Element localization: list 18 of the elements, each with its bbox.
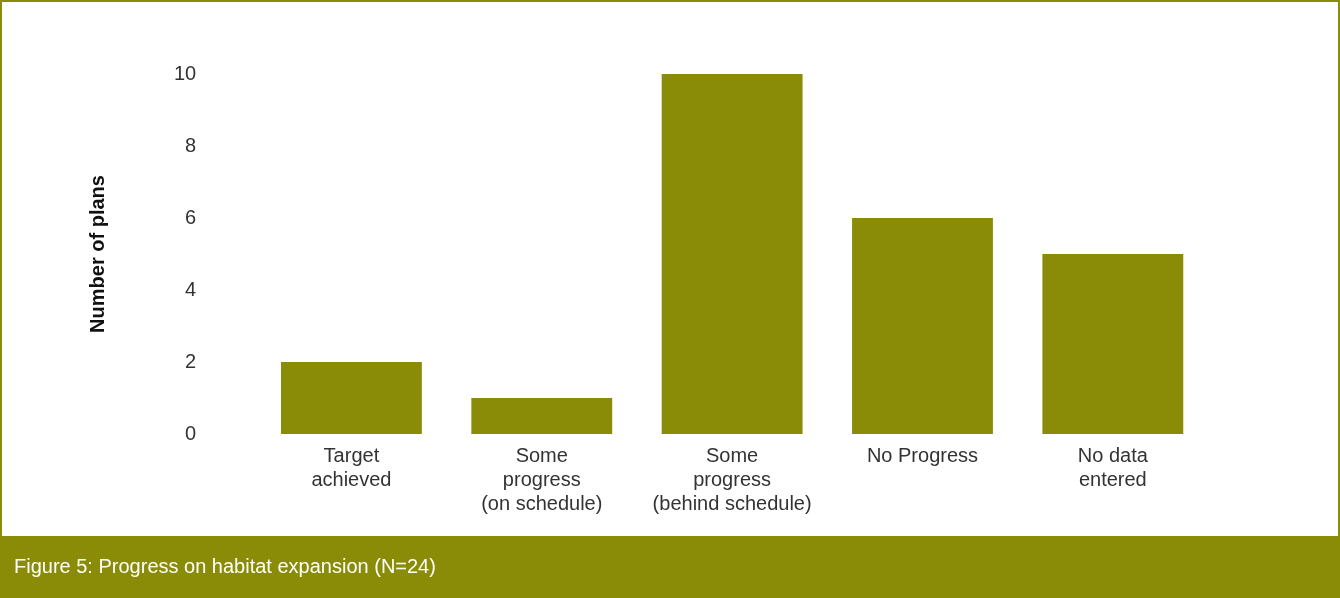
bar — [852, 218, 993, 434]
text: Figure 5: Progress on habitat expansion (N=24) — [2, 536, 1338, 596]
bar — [661, 74, 803, 434]
x-tick-label: Target achieved — [311, 443, 392, 490]
y-tick-label: 0 — [185, 421, 197, 444]
x-tick-label: No Progress — [866, 443, 979, 466]
y-tick-label: 4 — [185, 277, 197, 300]
bar — [471, 398, 613, 434]
y-tick-label: 6 — [185, 205, 197, 228]
y-tick-label: 8 — [185, 133, 197, 156]
y-tick-label: 10 — [174, 61, 197, 84]
y-tick-label: 2 — [185, 349, 197, 372]
x-tick-label: Some progress (behind schedule) — [652, 443, 812, 514]
bar — [1042, 254, 1184, 434]
x-tick-label: Some progress (on schedule) — [481, 443, 603, 514]
y-axis-title: Number of plans — [85, 175, 108, 333]
x-tick-label: No data entered — [1077, 443, 1149, 490]
bar — [280, 362, 422, 434]
